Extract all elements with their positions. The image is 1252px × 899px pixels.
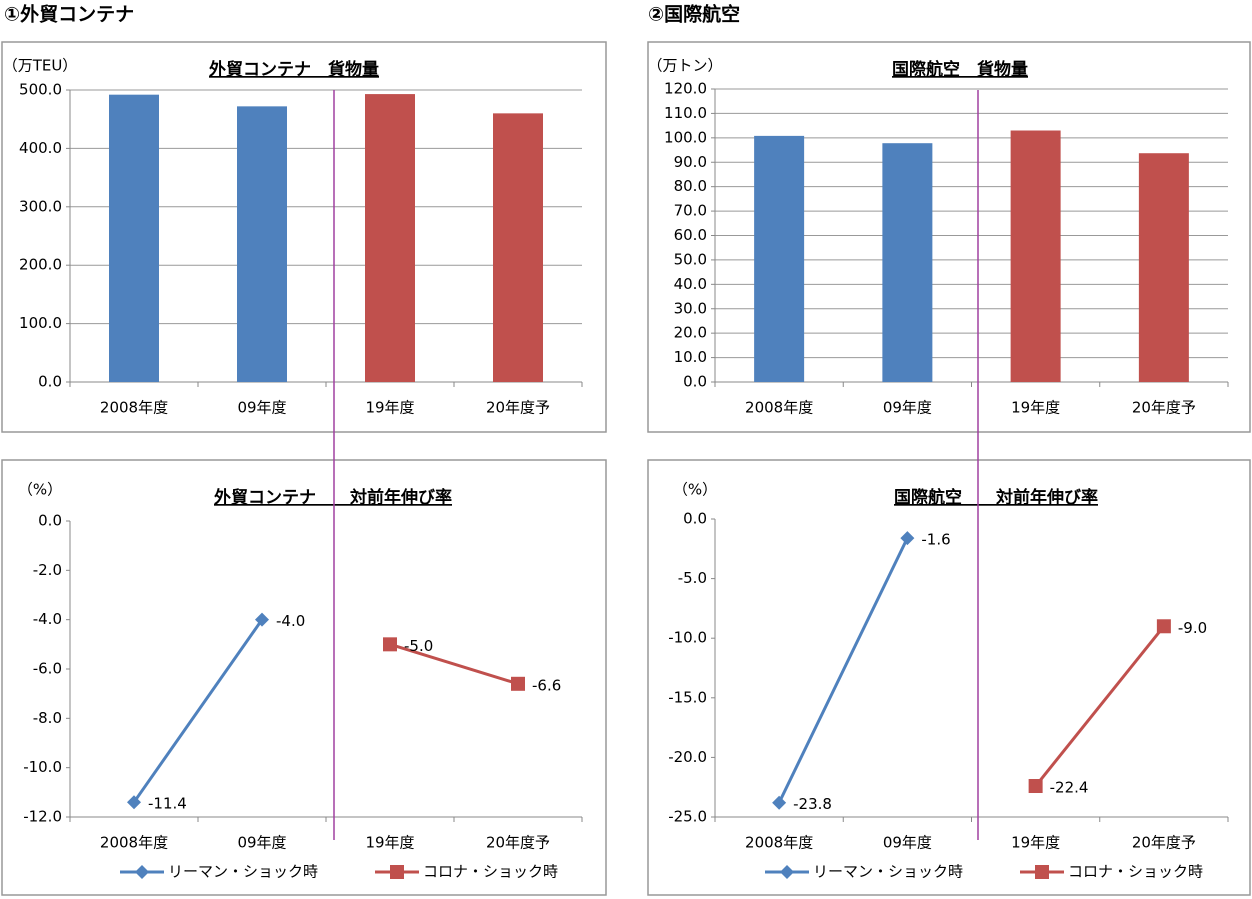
x-tick-label: 09年度: [237, 834, 286, 852]
x-tick-label: 2008年度: [100, 834, 168, 852]
x-tick-label: 09年度: [883, 399, 932, 417]
y-tick-label: 50.0: [674, 250, 707, 268]
data-label: -5.0: [404, 637, 433, 655]
marker: [390, 865, 404, 879]
marker: [1035, 865, 1049, 879]
y-tick-label: -5.0: [678, 569, 707, 587]
x-tick-label: 20年度予: [1132, 399, 1196, 417]
y-tick-label: 90.0: [674, 153, 707, 171]
y-tick-label: 300.0: [19, 197, 62, 215]
marker: [772, 795, 787, 810]
y-tick-label: 0.0: [38, 373, 62, 391]
y-tick-label: 110.0: [664, 104, 707, 122]
y-tick-label: 400.0: [19, 139, 62, 157]
data-label: -4.0: [276, 612, 305, 630]
x-tick-label: 09年度: [883, 834, 932, 852]
bar: [1138, 153, 1189, 382]
x-tick-label: 20年度予: [486, 834, 550, 852]
y-axis-label: （%）: [673, 481, 717, 499]
x-tick-label: 20年度予: [486, 399, 550, 417]
panel: [647, 459, 1251, 896]
bar: [754, 135, 805, 382]
data-label: -6.6: [532, 676, 561, 694]
marker: [511, 676, 525, 691]
x-tick-label: 2008年度: [745, 834, 813, 852]
data-label: -11.4: [148, 795, 187, 813]
y-tick-label: 0.0: [683, 373, 707, 391]
y-tick-label: 70.0: [674, 202, 707, 220]
x-tick-label: 19年度: [365, 399, 414, 417]
marker: [135, 865, 149, 879]
bar: [109, 94, 159, 382]
y-tick-label: 100.0: [664, 128, 707, 146]
y-tick-label: -8.0: [33, 709, 62, 727]
x-tick-label: 19年度: [1011, 834, 1060, 852]
x-tick-label: 20年度予: [1132, 834, 1196, 852]
x-tick-label: 2008年度: [745, 399, 813, 417]
chart-title: 外貿コンテナ 貨物量: [209, 59, 379, 80]
y-tick-label: 100.0: [19, 314, 62, 332]
y-tick-label: 120.0: [664, 80, 707, 98]
x-tick-label: 19年度: [1011, 399, 1060, 417]
x-tick-label: 2008年度: [100, 399, 168, 417]
y-tick-label: -20.0: [668, 748, 707, 766]
marker: [127, 795, 141, 810]
y-axis-label: （%）: [18, 481, 62, 499]
y-tick-label: 20.0: [674, 324, 707, 342]
series-line: [132, 618, 264, 804]
section-heading: ②国際航空: [648, 3, 740, 26]
y-tick-label: 30.0: [674, 299, 707, 317]
y-tick-label: 80.0: [674, 177, 707, 195]
marker: [383, 637, 397, 652]
y-tick-label: -10.0: [668, 629, 707, 647]
y-tick-label: -10.0: [23, 758, 62, 776]
y-tick-label: 500.0: [19, 81, 62, 99]
y-tick-label: -4.0: [33, 610, 62, 628]
legend-label: リーマン・ショック時: [813, 863, 963, 881]
y-tick-label: 0.0: [38, 512, 62, 530]
marker: [1028, 779, 1043, 794]
y-tick-label: 60.0: [674, 226, 707, 244]
series-line: [1034, 625, 1166, 787]
y-tick-label: 40.0: [674, 275, 707, 293]
data-label: -9.0: [1178, 619, 1207, 637]
y-axis-label: （万TEU）: [3, 57, 78, 75]
y-tick-label: -6.0: [33, 660, 62, 678]
panel: [1, 459, 607, 896]
x-tick-label: 09年度: [237, 399, 286, 417]
section-heading: ①外貿コンテナ: [4, 3, 134, 26]
bar: [365, 94, 415, 382]
marker: [255, 612, 269, 627]
y-tick-label: -15.0: [668, 688, 707, 706]
chart-title: 外貿コンテナ 対前年伸び率: [214, 487, 452, 508]
y-axis-label: （万トン）: [647, 57, 722, 75]
bar: [882, 143, 933, 382]
series-line: [389, 642, 519, 686]
legend-label: リーマン・ショック時: [168, 863, 318, 881]
y-tick-label: -2.0: [33, 561, 62, 579]
bar: [1010, 130, 1061, 382]
y-tick-label: 10.0: [674, 348, 707, 366]
bar: [237, 106, 287, 383]
legend-label: コロナ・ショック時: [423, 863, 558, 881]
data-label: -23.8: [793, 795, 832, 813]
data-label: -22.4: [1050, 779, 1089, 797]
y-tick-label: -12.0: [23, 808, 62, 826]
chart-title: 国際航空 貨物量: [892, 59, 1028, 80]
marker: [900, 531, 915, 546]
series-line: [777, 537, 909, 804]
y-tick-label: 0.0: [683, 510, 707, 528]
chart-title: 国際航空 対前年伸び率: [894, 487, 1098, 508]
marker: [780, 865, 794, 879]
marker: [1156, 619, 1171, 634]
data-label: -1.6: [921, 531, 950, 549]
x-tick-label: 19年度: [365, 834, 414, 852]
bar: [493, 113, 543, 383]
legend-label: コロナ・ショック時: [1068, 863, 1203, 881]
y-tick-label: 200.0: [19, 256, 62, 274]
y-tick-label: -25.0: [668, 808, 707, 826]
